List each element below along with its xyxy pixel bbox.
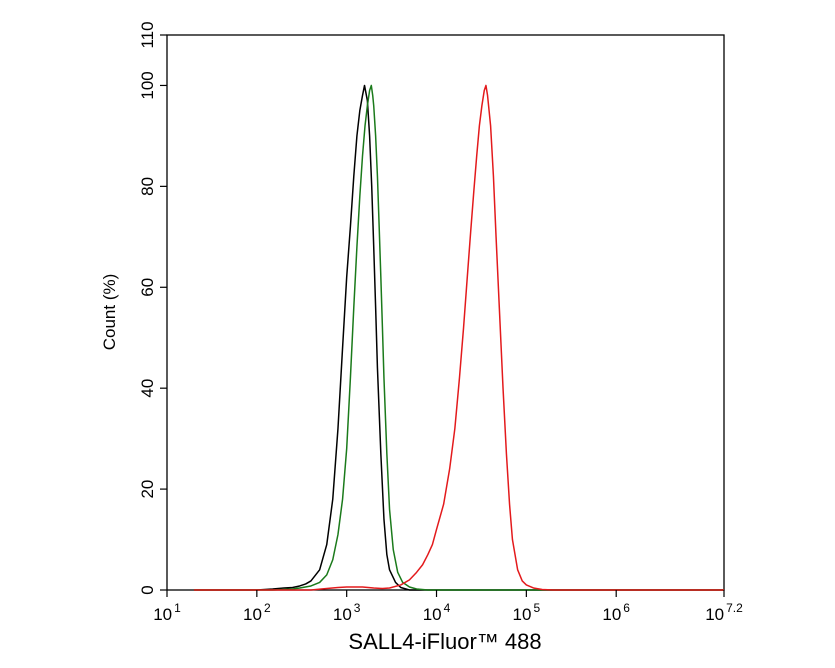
x-axis-ticks: 10 1 10 2 10 3 10 4 10 5 10 6 10 7.2 xyxy=(153,590,743,624)
y-tick-label: 60 xyxy=(138,278,157,297)
y-tick-label: 100 xyxy=(138,71,157,99)
histogram-series-1 xyxy=(194,84,724,591)
x-tick-label: 10 6 xyxy=(602,601,630,624)
y-axis-label: Count (%) xyxy=(100,274,119,351)
plot-frame xyxy=(166,34,725,591)
y-axis-ticks: 0 20 40 60 80 100 110 xyxy=(138,21,167,595)
x-tick-label: 10 3 xyxy=(333,601,361,624)
x-tick-label: 10 4 xyxy=(423,601,451,624)
y-tick-label: 40 xyxy=(138,379,157,398)
histogram-series-2 xyxy=(194,84,724,591)
x-tick-label: 10 7.2 xyxy=(705,601,743,624)
x-tick-label: 10 5 xyxy=(513,601,541,624)
y-tick-label: 20 xyxy=(138,480,157,499)
y-tick-label: 80 xyxy=(138,177,157,196)
series-group xyxy=(194,84,724,591)
x-tick-label: 10 1 xyxy=(153,601,181,624)
histogram-series-3 xyxy=(194,84,724,591)
y-tick-label: 0 xyxy=(138,585,157,594)
x-axis-label: SALL4-iFluor™ 488 xyxy=(348,629,541,654)
y-tick-label: 110 xyxy=(138,21,157,48)
x-tick-label: 10 2 xyxy=(243,601,271,624)
